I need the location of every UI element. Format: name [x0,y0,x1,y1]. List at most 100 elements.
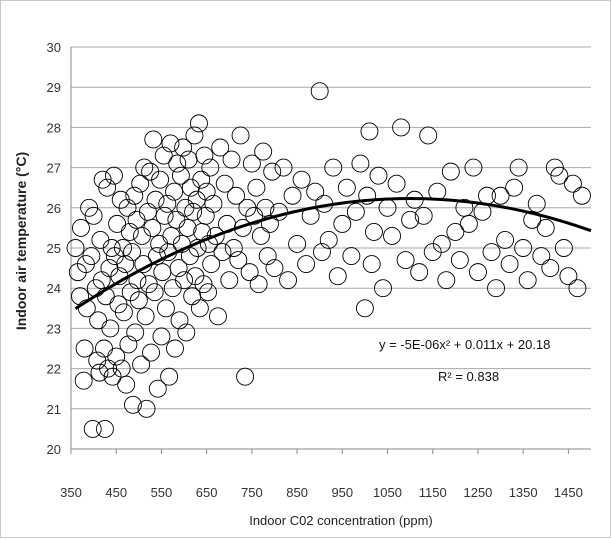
x-tick-label-750: 750 [241,485,263,500]
data-point [545,158,564,177]
data-point [532,247,551,265]
data-point [573,186,591,205]
data-point [151,170,170,189]
data-point [196,206,215,225]
data-point [265,259,284,278]
r-squared-label: R² = 0.838 [438,369,499,384]
data-point [123,395,142,414]
data-point [292,170,311,189]
data-point [254,142,273,161]
data-point [139,275,158,294]
x-tick-label-550: 550 [151,485,173,500]
data-point [199,283,217,302]
data-point [563,174,582,193]
data-point [137,399,156,418]
data-point [185,126,204,145]
x-tick-label-1450: 1450 [554,485,583,500]
data-point [95,419,114,438]
y-tick-label-29: 29 [47,80,61,95]
data-point [165,182,184,201]
data-point [153,263,172,282]
data-point [487,279,505,298]
data-point [351,154,370,173]
data-point [342,247,361,265]
data-point [514,239,533,257]
data-point [132,355,151,374]
data-point [518,271,537,290]
data-point [441,162,460,181]
data-point [92,271,111,290]
data-point [144,130,163,149]
data-point [319,231,338,249]
data-point [178,218,197,237]
data-point [337,178,356,197]
data-point [143,218,162,237]
y-tick-label-21: 21 [47,402,61,417]
data-point [117,375,136,394]
data-point [108,214,127,233]
data-point [355,299,374,318]
data-point [358,186,377,205]
data-point [136,307,155,326]
data-point [158,194,177,213]
data-point [541,259,560,278]
data-point [236,367,255,386]
x-axis-title: Indoor C02 concentration (ppm) [249,513,433,528]
data-point [171,166,190,185]
data-point [215,174,234,193]
y-tick-label-25: 25 [47,241,61,256]
data-point [491,186,510,205]
trendline [74,197,592,310]
data-point [116,255,135,274]
data-point [283,186,302,205]
x-tick-label-450: 450 [105,485,127,500]
data-point [154,146,173,165]
data-point [324,158,343,177]
x-tick-label-1350: 1350 [509,485,538,500]
data-point [224,239,243,257]
data-point [119,335,138,354]
data-point [261,214,279,233]
x-tick-label-1250: 1250 [463,485,492,500]
data-point [114,239,132,257]
data-point [167,210,186,229]
data-point [419,126,438,145]
data-point [568,279,587,298]
data-point [141,162,160,181]
data-point [168,154,187,173]
data-point [505,178,524,197]
data-point [410,263,429,282]
data-point [202,255,221,274]
y-tick-label-30: 30 [47,40,61,55]
data-point [190,299,209,318]
data-point [146,190,165,209]
data-point [213,243,232,261]
data-point [437,271,456,290]
data-point [288,235,307,253]
data-point [469,263,487,282]
data-point [550,166,569,185]
data-point [360,122,379,141]
data-points [66,82,591,438]
data-point [527,194,546,213]
y-tick-label-20: 20 [47,442,61,457]
data-point [369,166,388,185]
data-point [383,226,401,245]
data-point [138,202,157,221]
data-point [107,347,126,366]
data-point [175,271,193,290]
data-point [306,182,325,201]
data-point [249,275,268,294]
data-point [83,419,102,438]
data-point [297,255,316,274]
x-tick-label-950: 950 [331,485,353,500]
data-point [89,311,108,330]
data-point [123,243,141,261]
data-point [93,170,112,189]
trendline-equation: y = -5E-06x² + 0.011x + 20.18 [379,337,550,352]
data-point [194,275,213,294]
data-point [118,198,137,217]
data-point [120,222,139,241]
data-point [387,174,406,193]
